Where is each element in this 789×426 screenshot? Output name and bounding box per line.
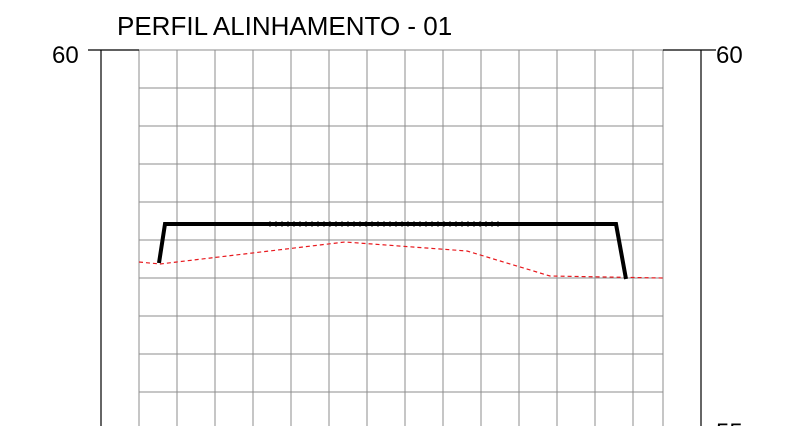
grid-lines	[138, 49, 664, 426]
y-axis-label-top-left: 60	[52, 42, 79, 69]
design-profile-hatch	[269, 221, 501, 227]
terrain-profile-line	[138, 241, 664, 279]
profile-title: PERFIL ALINHAMENTO - 01	[117, 11, 452, 41]
frame	[88, 49, 716, 426]
y-axis-label-bottom-right: 55	[716, 419, 743, 426]
y-axis-label-top-right: 60	[716, 42, 743, 69]
design-profile-line	[157, 222, 628, 280]
